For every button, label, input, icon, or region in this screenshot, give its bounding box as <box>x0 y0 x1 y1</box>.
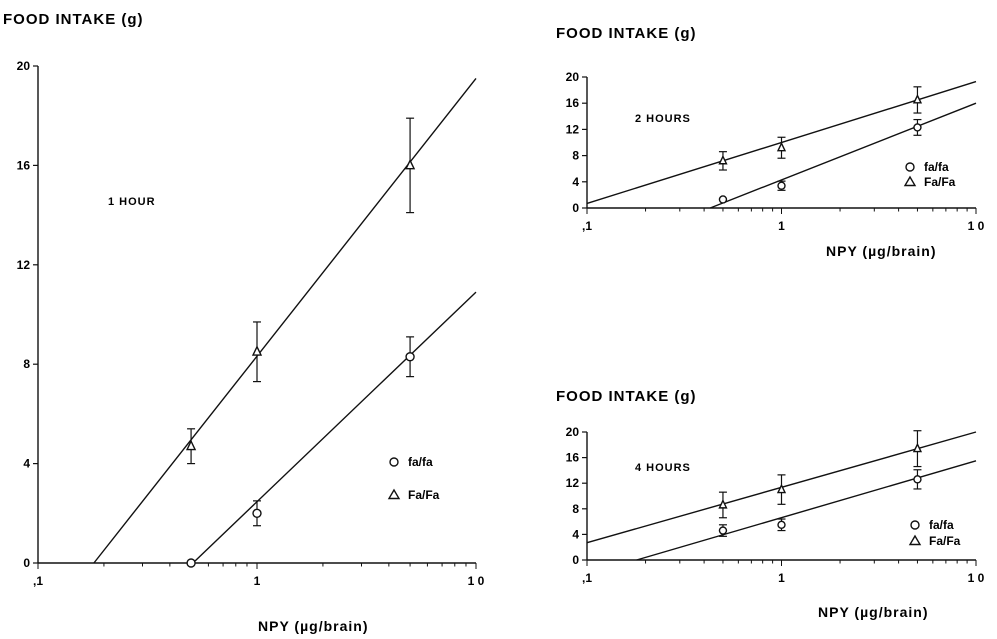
legend-marker-triangle <box>908 534 922 546</box>
data-point-circle <box>252 508 262 518</box>
data-point-circle <box>777 181 786 190</box>
panel-label: 2 HOURS <box>635 113 691 125</box>
x-axis-label: NPY (µg/brain) <box>818 604 928 620</box>
x-tick-label: 1 0 <box>968 219 985 233</box>
data-point-triangle <box>185 439 197 451</box>
panel-label: 1 HOUR <box>108 196 156 208</box>
legend-marker-circle <box>389 457 399 467</box>
data-point-circle <box>777 520 786 529</box>
series-Fa-Fa <box>586 430 977 544</box>
data-point-triangle <box>404 158 416 170</box>
data-point-circle <box>718 195 728 204</box>
legend-label: fa/fa <box>924 160 949 174</box>
y-tick-label: 16 <box>566 451 580 465</box>
y-tick-label: 8 <box>572 149 579 163</box>
y-tick-label: 0 <box>23 556 30 570</box>
y-axis-label: FOOD INTAKE (g) <box>556 388 697 405</box>
legend-label: Fa/Fa <box>929 534 961 548</box>
series-fa-fa <box>186 291 477 568</box>
y-tick-label: 0 <box>572 201 579 215</box>
x-tick-label: 1 <box>254 574 261 588</box>
x-tick-label: 1 0 <box>468 574 485 588</box>
legend-label: Fa/Fa <box>924 175 956 189</box>
chart-panel-1: 0 4 8 12 16 20 ,1 1 1 0 FOOD INTAKE (g) NPY (µg/br… <box>3 11 485 634</box>
legend-marker-triangle <box>903 175 917 187</box>
y-tick-label: 8 <box>572 502 579 516</box>
x-tick-label: ,1 <box>582 571 592 585</box>
panel-label: 4 HOURS <box>635 462 691 474</box>
data-point-triangle <box>718 154 728 165</box>
regression-line <box>93 77 477 564</box>
chart-panel-2: 0 4 8 12 16 20 ,1 1 1 0 FOOD INTAKE (g) NPY (µg/br… <box>556 25 985 259</box>
regression-line <box>709 102 977 209</box>
legend-label: Fa/Fa <box>408 488 440 502</box>
y-tick-label: 0 <box>572 553 579 567</box>
data-point-triangle <box>912 442 923 453</box>
data-point-circle <box>913 475 922 484</box>
y-tick-label: 20 <box>566 70 580 84</box>
data-point-triangle <box>251 345 263 356</box>
x-tick-label: 1 <box>778 571 785 585</box>
y-tick-label: 4 <box>23 457 30 471</box>
x-axis-label: NPY (µg/brain) <box>258 618 368 634</box>
x-axis-label: NPY (µg/brain) <box>826 243 936 259</box>
chart-panel-3: 0 4 8 12 16 20 ,1 1 1 0 FOOD INTAKE (g) NPY (µg/br… <box>556 388 985 620</box>
series-Fa-Fa <box>586 80 977 205</box>
data-point-circle <box>405 352 415 362</box>
y-tick-label: 16 <box>566 96 580 110</box>
y-tick-label: 12 <box>566 476 580 490</box>
y-tick-label: 4 <box>572 527 579 541</box>
y-tick-label: 8 <box>23 357 30 371</box>
y-tick-label: 12 <box>566 122 580 136</box>
data-point-circle <box>186 558 196 568</box>
data-point-circle <box>718 526 728 535</box>
series-fa-fa <box>636 460 977 561</box>
x-tick-label: 1 <box>778 219 785 233</box>
x-tick-label: ,1 <box>582 219 592 233</box>
y-axis-label: FOOD INTAKE (g) <box>3 11 144 28</box>
regression-line <box>192 291 477 564</box>
y-tick-label: 20 <box>17 59 31 73</box>
data-point-circle <box>913 123 922 132</box>
legend-marker-circle <box>910 520 920 530</box>
data-point-triangle <box>776 483 787 494</box>
regression-line <box>636 460 977 561</box>
data-point-triangle <box>912 93 923 104</box>
y-tick-label: 12 <box>17 258 31 272</box>
y-tick-label: 4 <box>572 175 579 189</box>
x-tick-label: 1 0 <box>968 571 985 585</box>
legend-label: fa/fa <box>408 455 433 469</box>
y-axis-label: FOOD INTAKE (g) <box>556 25 697 42</box>
data-point-triangle <box>776 141 787 152</box>
y-tick-label: 20 <box>566 425 580 439</box>
data-point-triangle <box>718 498 728 509</box>
series-Fa-Fa <box>93 77 477 564</box>
legend-marker-circle <box>905 162 915 172</box>
legend-marker-triangle <box>387 488 401 500</box>
y-tick-label: 16 <box>17 158 31 172</box>
series-fa-fa <box>709 102 977 209</box>
legend-label: fa/fa <box>929 518 954 532</box>
x-tick-label: ,1 <box>33 574 43 588</box>
